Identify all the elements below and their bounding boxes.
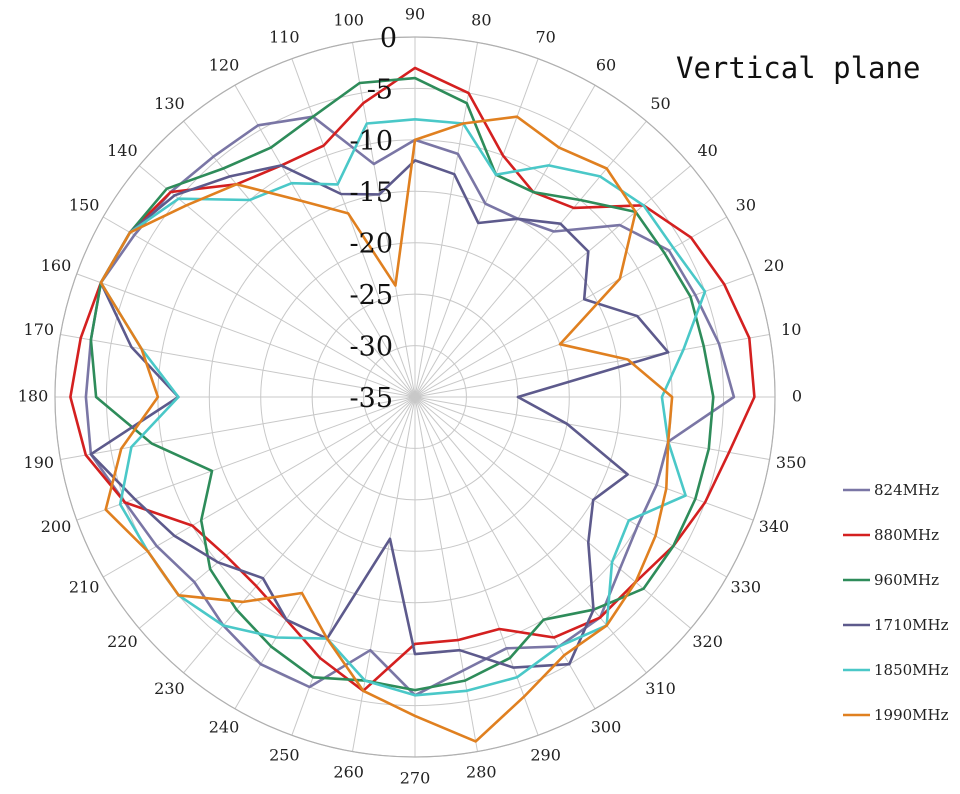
grid-spoke	[414, 396, 692, 629]
angle-tick-label: 270	[400, 769, 431, 788]
legend-label: 1850MHz	[874, 661, 949, 679]
angle-tick-label: 130	[154, 94, 185, 113]
angle-tick-label: 240	[209, 717, 240, 736]
angle-tick-label: 330	[731, 578, 762, 597]
angle-tick-label: 220	[107, 632, 138, 651]
grid-spoke	[414, 165, 692, 398]
angle-tick-label: 10	[781, 320, 801, 339]
angle-tick-label: 260	[333, 763, 364, 782]
grid-spoke	[414, 396, 754, 521]
grid-spoke	[138, 165, 416, 398]
grid-spoke	[414, 396, 647, 674]
angle-tick-label: 320	[692, 632, 723, 651]
angle-tick-label: 20	[764, 256, 784, 275]
angle-tick-label: 300	[591, 717, 622, 736]
radial-tick-label: -25	[350, 280, 393, 311]
radial-tick-label: -5	[367, 74, 393, 105]
grid-spoke	[138, 396, 416, 629]
angle-tick-label: 90	[405, 5, 425, 24]
radial-tick-label: -10	[350, 126, 393, 157]
angle-tick-label: 30	[736, 196, 756, 215]
angle-tick-label: 0	[792, 387, 802, 406]
grid-spoke	[351, 396, 416, 752]
angle-tick-label: 350	[776, 453, 807, 472]
series-line	[99, 118, 707, 697]
radial-tick-label: 0	[380, 23, 397, 54]
grid-spoke	[414, 42, 479, 398]
grid-spoke	[414, 396, 479, 752]
grid-spoke	[76, 273, 416, 398]
grid-spoke	[234, 396, 416, 710]
angle-tick-label: 80	[471, 10, 491, 29]
radial-tick-label: -15	[350, 177, 393, 208]
grid-spoke	[414, 396, 539, 736]
grid-spoke	[102, 216, 416, 398]
chart-title: Vertical plane	[676, 51, 920, 85]
grid-spoke	[351, 42, 416, 398]
angle-tick-label: 190	[24, 453, 55, 472]
angle-tick-label: 40	[697, 141, 717, 160]
series-lines	[69, 66, 756, 743]
grid-spoke	[414, 84, 596, 398]
angle-labels: 0 10 20 30 40 50 60 70 80 90 100 110 120 130 140 150 160…	[18, 5, 807, 788]
grid-spoke	[183, 120, 416, 398]
grid-spoke	[234, 84, 416, 398]
radial-tick-label: -35	[350, 383, 393, 414]
angle-tick-label: 310	[645, 679, 676, 698]
series-line	[99, 115, 674, 743]
angle-tick-label: 60	[596, 56, 616, 75]
angle-tick-label: 210	[69, 578, 100, 597]
angle-tick-label: 100	[333, 10, 364, 29]
legend-label: 1990MHz	[874, 706, 949, 724]
angle-tick-label: 70	[535, 28, 555, 47]
grid-spoke	[414, 216, 728, 398]
angle-tick-label: 150	[69, 196, 100, 215]
grid-spoke	[414, 396, 728, 578]
series-line	[89, 76, 715, 692]
grid-spoke	[102, 396, 416, 578]
grid-spoke	[183, 396, 416, 674]
grid-spoke	[291, 396, 416, 736]
angle-tick-label: 250	[269, 745, 300, 764]
angle-tick-label: 140	[107, 141, 138, 160]
grid-spoke	[414, 396, 596, 710]
angle-tick-label: 180	[18, 387, 49, 406]
legend-label: 880MHz	[874, 526, 939, 544]
angle-tick-label: 170	[24, 320, 55, 339]
grid-spoke	[291, 58, 416, 398]
grid-spoke	[60, 396, 416, 461]
angle-tick-label: 340	[759, 517, 790, 536]
grid-spoke	[414, 333, 770, 398]
legend: 824MHz 880MHz 960MHz 1710MHz 1850MHz 1990MHz	[843, 481, 949, 724]
angle-tick-label: 280	[466, 763, 497, 782]
radial-tick-labels: 0 -5 -10 -15 -20 -25 -30 -35	[350, 23, 397, 414]
grid-spoke	[60, 333, 416, 398]
grid-spoke	[76, 396, 416, 521]
radial-tick-label: -20	[350, 229, 393, 260]
angle-tick-label: 120	[209, 56, 240, 75]
legend-label: 960MHz	[874, 571, 939, 589]
angle-tick-label: 110	[269, 28, 300, 47]
legend-label: 1710MHz	[874, 616, 949, 634]
polar-grid	[54, 36, 776, 758]
grid-spoke	[414, 273, 754, 398]
grid-spoke	[414, 58, 539, 398]
angle-tick-label: 290	[530, 745, 561, 764]
grid-spoke	[414, 396, 770, 461]
angle-tick-label: 200	[41, 517, 72, 536]
angle-tick-label: 230	[154, 679, 185, 698]
grid-spoke	[414, 120, 647, 398]
angle-tick-label: 160	[41, 256, 72, 275]
angle-tick-label: 50	[650, 94, 670, 113]
radial-tick-label: -30	[350, 332, 393, 363]
legend-label: 824MHz	[874, 481, 939, 499]
outer-ring	[54, 36, 776, 758]
